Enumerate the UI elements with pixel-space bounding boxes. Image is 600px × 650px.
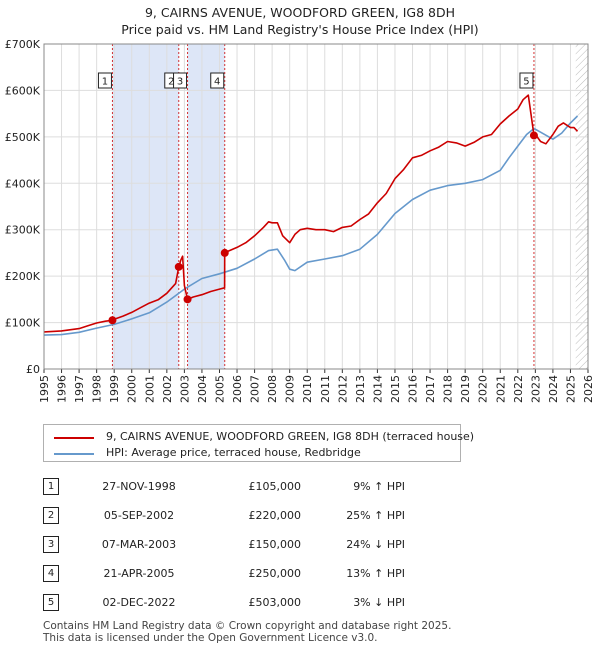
sale-marker-box bbox=[97, 72, 112, 89]
hpi-line bbox=[43, 115, 579, 336]
chart-title-line-1: 9, CAIRNS AVENUE, WOODFORD GREEN, IG8 8D… bbox=[144, 5, 456, 20]
sale-point bbox=[174, 262, 183, 271]
x-tick-label: 2000 bbox=[126, 375, 139, 403]
x-tick-label: 2021 bbox=[494, 375, 507, 403]
x-tick-label: 2019 bbox=[459, 375, 472, 403]
x-tick-label: 2025 bbox=[564, 375, 577, 403]
footer: Contains HM Land Registry data © Crown c… bbox=[43, 620, 451, 644]
legend: 9, CAIRNS AVENUE, WOODFORD GREEN, IG8 8D… bbox=[43, 424, 474, 462]
legend-label-hpi: HPI: Average price, terraced house, Redb… bbox=[106, 446, 361, 459]
sale-hpi-change: 3% ↓ HPI bbox=[353, 596, 405, 609]
x-tick-label: 1995 bbox=[38, 375, 51, 403]
x-tick-label: 1998 bbox=[91, 375, 104, 403]
y-tick-label: £300K bbox=[5, 224, 41, 237]
x-tick-label: 2015 bbox=[389, 375, 402, 403]
sale-marker-box bbox=[519, 72, 534, 89]
legend-swatch-hpi bbox=[54, 453, 94, 455]
sale-row: 5 02-DEC-2022 £503,000 3% ↓ HPI bbox=[43, 588, 405, 617]
sale-date: 21-APR-2005 bbox=[103, 567, 175, 580]
x-tick-label: 2024 bbox=[547, 375, 560, 403]
x-tick-label: 2017 bbox=[424, 375, 437, 403]
x-tick-label: 2003 bbox=[178, 375, 191, 403]
sale-marker-box bbox=[210, 72, 225, 89]
chart-title: 9, CAIRNS AVENUE, WOODFORD GREEN, IG8 8D… bbox=[0, 4, 600, 38]
x-tick-label: 1999 bbox=[108, 375, 121, 403]
sales-table: 1 27-NOV-1998 £105,000 9% ↑ HPI 2 05-SEP-2002… bbox=[43, 472, 405, 617]
x-tick-label: 1996 bbox=[56, 375, 69, 403]
footer-licence: This data is licensed under the Open Gov… bbox=[43, 632, 378, 644]
sale-marker-label: 5 bbox=[523, 77, 529, 88]
x-tick-label: 2007 bbox=[249, 375, 262, 403]
ownership-shade bbox=[112, 44, 179, 369]
sale-price: £220,000 bbox=[248, 509, 302, 522]
x-tick-label: 2005 bbox=[213, 375, 226, 403]
chart-title-line-2: Price paid vs. HM Land Registry's House … bbox=[121, 22, 479, 37]
legend-label-property: 9, CAIRNS AVENUE, WOODFORD GREEN, IG8 8D… bbox=[106, 430, 475, 443]
y-tick-label: £100K bbox=[5, 317, 41, 330]
sale-price: £250,000 bbox=[248, 567, 302, 580]
x-tick-label: 1997 bbox=[73, 375, 86, 403]
x-tick-label: 2011 bbox=[319, 375, 332, 403]
sale-date: 05-SEP-2002 bbox=[103, 509, 175, 522]
x-tick-label: 2010 bbox=[301, 375, 314, 403]
x-tick-label: 2002 bbox=[161, 375, 174, 403]
ownership-shade bbox=[187, 44, 225, 369]
x-tick-label: 2009 bbox=[284, 375, 297, 403]
y-tick-label: £400K bbox=[5, 177, 41, 190]
plot-border bbox=[43, 43, 589, 370]
x-tick-label: 2020 bbox=[477, 375, 490, 403]
sale-date: 07-MAR-2003 bbox=[101, 538, 177, 551]
y-tick-label: £500K bbox=[5, 131, 41, 144]
sale-marker-label: 1 bbox=[102, 77, 108, 88]
sale-point bbox=[108, 316, 117, 325]
price-chart: £0 £100K £200K £300K £400K £500K £600K £700K 199… bbox=[5, 38, 595, 403]
x-tick-label: 2013 bbox=[354, 375, 367, 403]
sale-row: 3 07-MAR-2003 £150,000 24% ↓ HPI bbox=[43, 530, 405, 559]
sale-hpi-change: 13% ↑ HPI bbox=[346, 567, 405, 580]
sale-date: 02-DEC-2022 bbox=[102, 596, 176, 609]
x-tick-label: 2008 bbox=[266, 375, 279, 403]
sale-point bbox=[220, 248, 229, 257]
sale-hpi-change: 24% ↓ HPI bbox=[346, 538, 405, 551]
y-tick-label: £600K bbox=[5, 84, 41, 97]
sale-marker-box bbox=[173, 72, 188, 89]
sale-row: 1 27-NOV-1998 £105,000 9% ↑ HPI bbox=[43, 472, 405, 501]
sale-hpi-change: 9% ↑ HPI bbox=[353, 480, 405, 493]
sale-number: 1 bbox=[43, 478, 59, 495]
sale-hpi-change: 25% ↑ HPI bbox=[346, 509, 405, 522]
sale-row: 2 05-SEP-2002 £220,000 25% ↑ HPI bbox=[43, 501, 405, 530]
sale-point bbox=[183, 295, 192, 304]
sale-row: 4 21-APR-2005 £250,000 13% ↑ HPI bbox=[43, 559, 405, 588]
sale-number: 2 bbox=[43, 507, 59, 524]
sale-price: £105,000 bbox=[248, 480, 302, 493]
x-tick-label: 2006 bbox=[231, 375, 244, 403]
property-price-line bbox=[43, 94, 579, 333]
sale-number: 5 bbox=[43, 594, 59, 611]
sale-marker-label: 3 bbox=[177, 77, 183, 88]
x-tick-label: 2018 bbox=[442, 375, 455, 403]
sale-number: 3 bbox=[43, 536, 59, 553]
footer-copyright: Contains HM Land Registry data © Crown c… bbox=[43, 620, 452, 632]
y-tick-label: £700K bbox=[5, 38, 41, 51]
x-tick-label: 2016 bbox=[407, 375, 420, 403]
sale-price: £150,000 bbox=[248, 538, 302, 551]
sale-price: £503,000 bbox=[248, 596, 302, 609]
sale-number: 4 bbox=[43, 565, 59, 582]
x-tick-label: 2022 bbox=[512, 375, 525, 403]
sale-marker-label: 4 bbox=[214, 77, 220, 88]
sale-marker-label: 2 bbox=[168, 77, 174, 88]
y-tick-label: £200K bbox=[5, 270, 41, 283]
y-tick-label: £0 bbox=[26, 363, 40, 376]
future-hatch bbox=[575, 44, 588, 369]
x-tick-label: 2012 bbox=[336, 375, 349, 403]
x-tick-label: 2014 bbox=[371, 375, 384, 403]
x-tick-label: 2023 bbox=[529, 375, 542, 403]
x-tick-label: 2001 bbox=[143, 375, 156, 403]
x-tick-label: 2026 bbox=[582, 375, 595, 403]
legend-swatch-property bbox=[54, 437, 94, 439]
sale-date: 27-NOV-1998 bbox=[102, 480, 176, 493]
x-tick-label: 2004 bbox=[196, 375, 209, 403]
sale-point bbox=[529, 131, 538, 140]
